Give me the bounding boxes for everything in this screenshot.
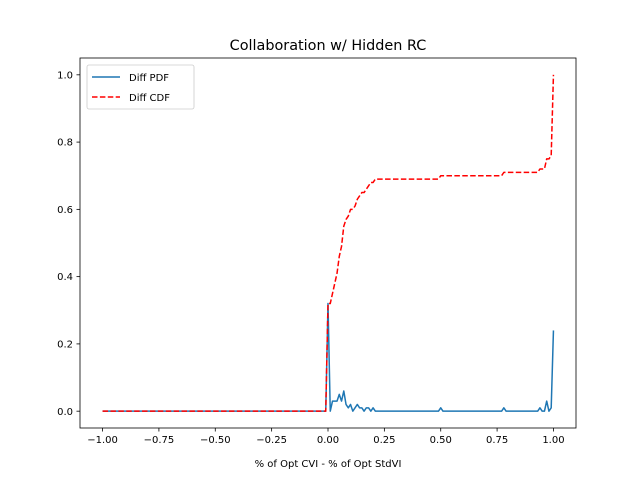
- series-line-diff-cdf: [102, 74, 555, 412]
- legend-label: Diff CDF: [129, 93, 170, 104]
- y-tick-label: 0.0: [57, 407, 73, 418]
- x-tick-label: −0.25: [256, 435, 287, 446]
- y-tick-label: 0.6: [57, 205, 73, 216]
- y-tick-label: 0.2: [57, 340, 73, 351]
- y-tick-label: 0.4: [57, 272, 73, 283]
- x-tick-label: 0.75: [486, 435, 508, 446]
- y-tick-label: 0.8: [57, 138, 73, 149]
- series-line-diff-pdf: [102, 302, 555, 412]
- legend-label: Diff PDF: [129, 73, 169, 84]
- x-tick-label: 1.00: [542, 435, 564, 446]
- chart-title: Collaboration w/ Hidden RC: [230, 38, 427, 54]
- plot-area: −1.00 −0.75 −0.50 −0.25 0.00 0.25 0.50 0.75 1.00…: [57, 57, 577, 446]
- x-tick-label: −1.00: [87, 435, 118, 446]
- x-tick-label: 0.25: [373, 435, 395, 446]
- x-tick-label: −0.75: [144, 435, 175, 446]
- y-tick-label: 1.0: [57, 70, 73, 81]
- x-tick-label: −0.50: [200, 435, 231, 446]
- legend-box: [86, 64, 195, 110]
- legend: Diff PDF Diff CDF: [86, 64, 195, 110]
- x-tick-label: 0.00: [317, 435, 339, 446]
- x-tick-label: 0.50: [430, 435, 452, 446]
- x-axis-label: % of Opt CVI - % of Opt StdVI: [255, 459, 402, 470]
